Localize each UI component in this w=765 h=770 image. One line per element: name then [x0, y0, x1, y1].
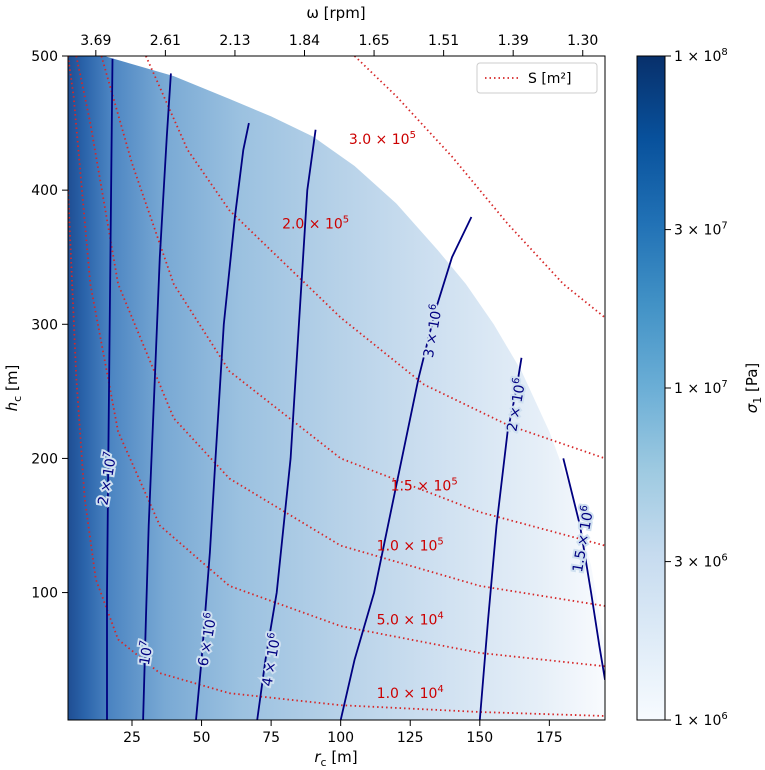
top-tick-label: 1.30 [567, 33, 598, 49]
stress-contour-line [478, 357, 523, 720]
area-contour-line [75, 56, 605, 607]
area-contour-label: 5.0 × 104 [377, 610, 444, 628]
colorbar-tick-label: 3 × 106 [674, 553, 728, 571]
stress-contour-line [562, 458, 605, 680]
svg-text:107: 107 [135, 639, 157, 666]
stress-contour-label: 3 × 106 [419, 301, 447, 361]
area-contour-label: 1.0 × 104 [377, 684, 444, 702]
stress-contour-line [339, 216, 473, 720]
y-tick-label: 500 [31, 49, 58, 65]
area-contour-label: 1.0 × 105 [377, 537, 444, 555]
y-tick-label: 100 [31, 586, 58, 602]
top-axis-label: ω [rpm] [306, 4, 365, 22]
plot-area: 1.0 × 104 5.0 × 104 1.0 × 105 1.5 × 105 2.0 … [67, 55, 606, 721]
colorbar-ticks: 1 × 106 3 × 106 1 × 107 3 × 107 1 × 108 [665, 47, 728, 729]
x-axis-label: rc [m] [314, 748, 357, 769]
colorbar-bar [636, 55, 666, 721]
svg-text:4 × 106: 4 × 106 [258, 632, 285, 688]
y-tick-label: 400 [31, 183, 58, 199]
x-tick-label: 75 [262, 730, 280, 746]
y-tick-label: 300 [31, 317, 58, 333]
area-contour-label: 3.0 × 105 [349, 130, 416, 148]
area-contours [68, 56, 605, 717]
x-tick-label: 25 [123, 730, 141, 746]
stress-contour-label: 4 × 106 [258, 630, 286, 690]
top-axis: 3.69 2.61 2.13 1.84 1.65 1.51 1.39 1.30 [80, 33, 598, 56]
legend: S [m²] [476, 62, 598, 94]
colorbar-label: σ1 [Pa] [743, 363, 764, 414]
top-tick-label: 1.51 [428, 33, 459, 49]
stress-contour-line [256, 129, 317, 720]
area-contour-label: 1.5 × 105 [391, 476, 458, 494]
stress-contour-line [142, 73, 172, 720]
top-tick-label: 3.69 [80, 33, 111, 49]
y-tick-label: 200 [31, 451, 58, 467]
stress-contour-line [106, 58, 114, 720]
top-tick-label: 2.61 [150, 33, 181, 49]
top-tick-label: 1.65 [358, 33, 389, 49]
x-tick-label: 100 [327, 730, 354, 746]
top-tick-label: 1.39 [498, 33, 529, 49]
colorbar-tick-label: 1 × 106 [674, 711, 728, 729]
legend-label: S [m²] [528, 71, 572, 87]
x-tick-label: 50 [193, 730, 211, 746]
y-axis-label: hc [m] [3, 365, 24, 412]
legend-box [476, 62, 598, 94]
x-tick-label: 150 [466, 730, 493, 746]
x-axis: 25 50 75 100 125 150 175 [123, 720, 563, 746]
x-tick-label: 175 [536, 730, 563, 746]
top-tick-label: 1.84 [289, 33, 320, 49]
colorbar-tick-label: 1 × 108 [674, 47, 728, 65]
stress-contour-label: 107 [135, 637, 158, 668]
colorbar-tick-label: 3 × 107 [674, 221, 728, 239]
stress-contours [106, 58, 605, 720]
area-contour-line [68, 190, 605, 717]
area-contour-label: 2.0 × 105 [282, 215, 349, 233]
area-contour-labels: 1.0 × 104 5.0 × 104 1.0 × 105 1.5 × 105 2.0 … [282, 130, 458, 702]
svg-text:3 × 106: 3 × 106 [419, 303, 446, 359]
stress-contour-line [195, 122, 250, 720]
area-contour-line [100, 56, 605, 547]
y-axis: 100 200 300 400 500 [31, 49, 68, 602]
colorbar: 1 × 106 3 × 106 1 × 107 3 × 107 1 × 108 σ1 [… [636, 47, 764, 729]
plot-frame [67, 55, 606, 721]
colorbar-tick-label: 1 × 107 [674, 379, 728, 397]
area-contour-line [68, 56, 605, 668]
top-tick-label: 2.13 [219, 33, 250, 49]
x-tick-label: 125 [397, 730, 424, 746]
